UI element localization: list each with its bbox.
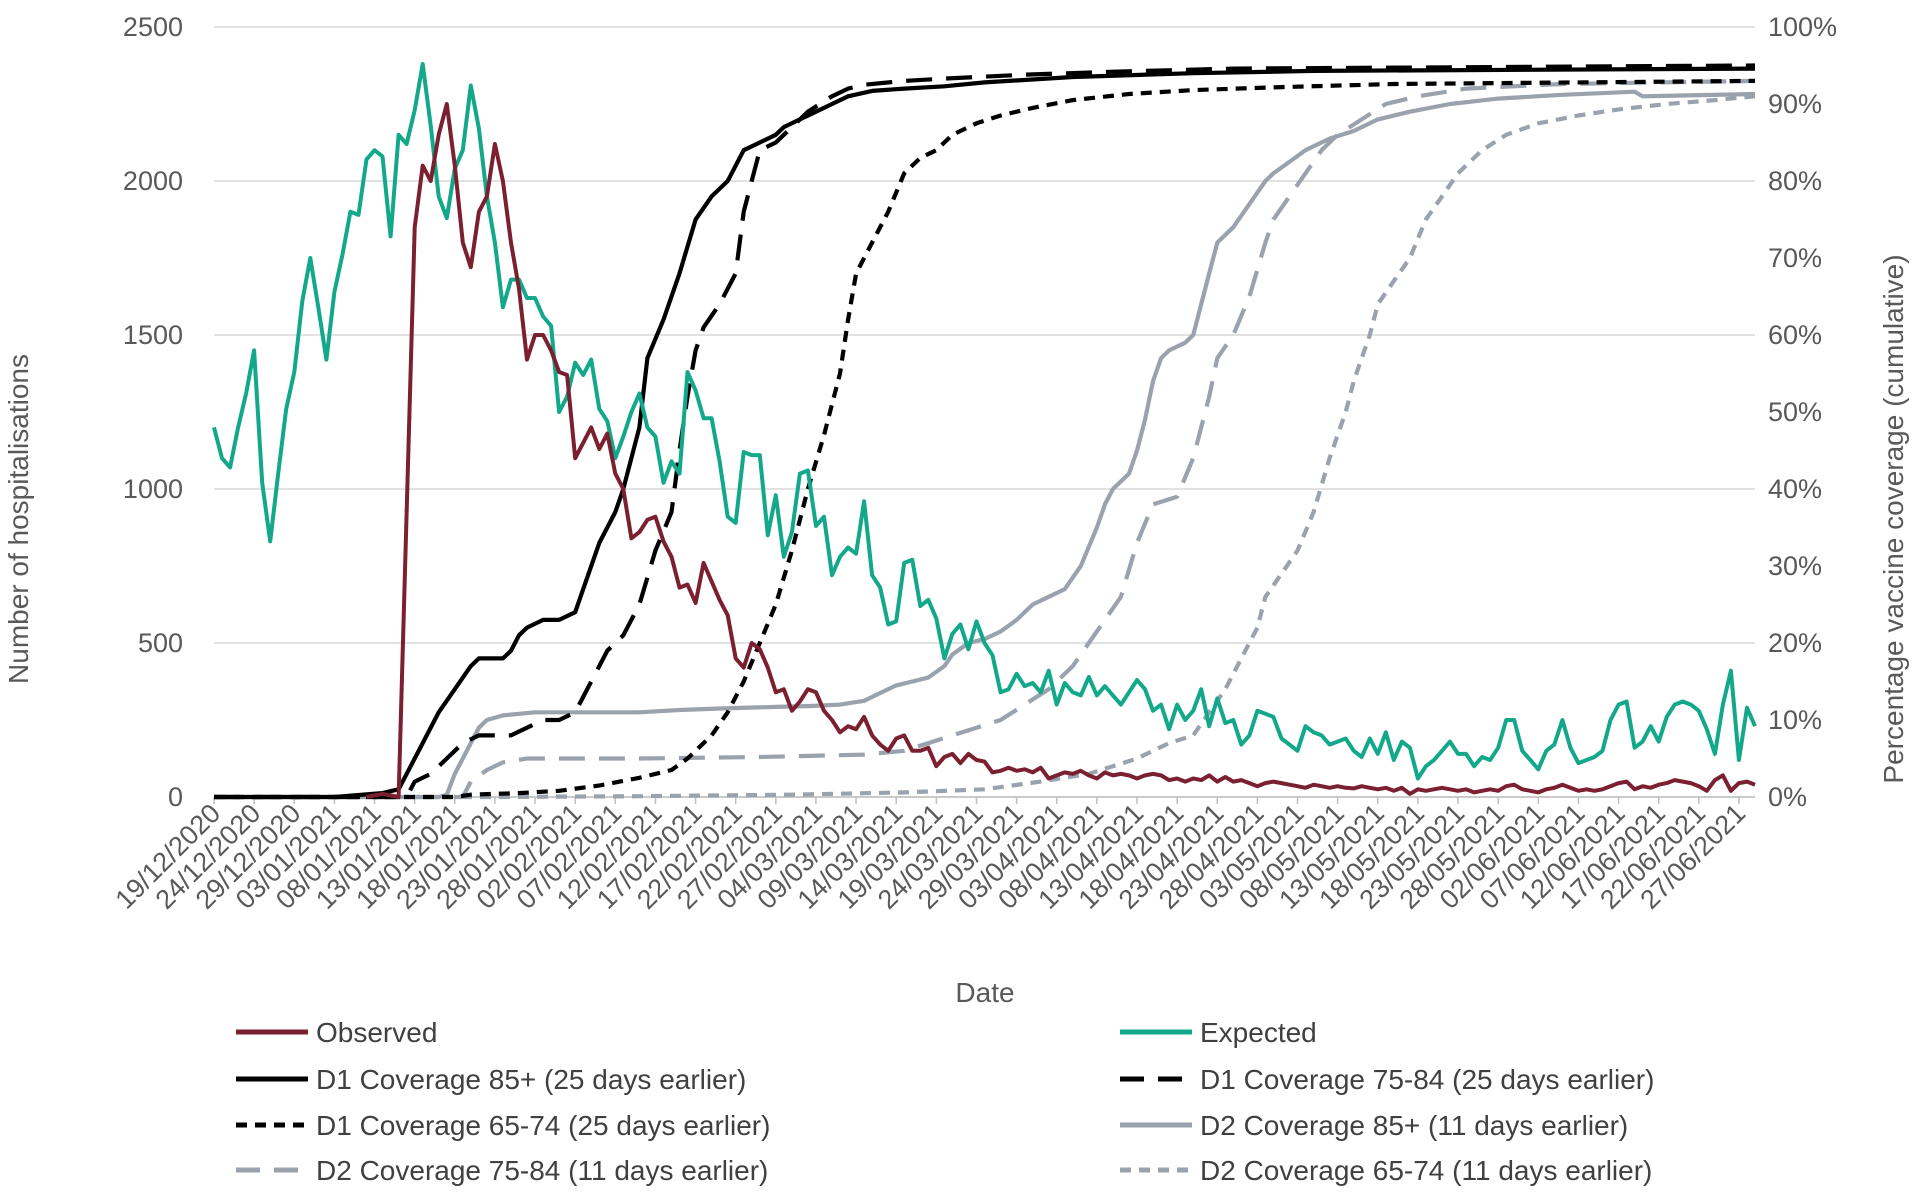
series-lines	[212, 62, 1757, 800]
y-axis-label: Number of hospitalisations	[3, 354, 34, 684]
y-tick-label: 0	[168, 782, 183, 812]
series-line-7	[214, 78, 1756, 800]
y-tick-label: 1000	[123, 474, 183, 504]
y-tick-label: 2000	[123, 166, 183, 196]
y-axis-left: 0 500 1000 1500 2000 2500	[123, 12, 183, 812]
series-line-4	[214, 63, 1756, 800]
y2-tick-label: 60%	[1768, 320, 1822, 350]
legend-label: D2 Coverage 65-74 (11 days earlier)	[1200, 1155, 1652, 1186]
x-axis-label: Date	[955, 977, 1014, 1008]
y2-tick-label: 70%	[1768, 243, 1822, 273]
y2-tick-label: 40%	[1768, 474, 1822, 504]
y-tick-label: 1500	[123, 320, 183, 350]
y2-tick-label: 100%	[1768, 12, 1837, 42]
y-tick-label: 2500	[123, 12, 183, 42]
series-line-5	[214, 78, 1756, 800]
legend-label: D2 Coverage 75-84 (11 days earlier)	[316, 1155, 768, 1186]
legend-label: D2 Coverage 85+ (11 days earlier)	[1200, 1110, 1628, 1141]
series-line-8	[214, 94, 1756, 800]
series-line-3	[214, 66, 1756, 800]
y2-tick-label: 50%	[1768, 397, 1822, 427]
y-tick-label: 500	[138, 628, 183, 658]
legend-label: Observed	[316, 1017, 437, 1048]
y2-tick-label: 30%	[1768, 551, 1822, 581]
legend-label: D1 Coverage 75-84 (25 days earlier)	[1200, 1064, 1654, 1095]
series-line-2	[212, 62, 1757, 781]
series-line-6	[214, 89, 1756, 800]
y2-tick-label: 0%	[1768, 782, 1807, 812]
legend-label: Expected	[1200, 1017, 1317, 1048]
legend-label: D1 Coverage 85+ (25 days earlier)	[316, 1064, 746, 1095]
y2-tick-label: 90%	[1768, 89, 1822, 119]
y2-axis-label: Percentage vaccine coverage (cumulative)	[1878, 254, 1909, 783]
legend-label: D1 Coverage 65-74 (25 days earlier)	[316, 1110, 770, 1141]
gridlines	[214, 26, 1755, 798]
y2-tick-label: 80%	[1768, 166, 1822, 196]
legend: Observed Expected D1 Coverage 85+ (25 days…	[236, 1017, 1654, 1186]
y2-tick-label: 20%	[1768, 628, 1822, 658]
x-axis: 19/12/202024/12/202029/12/202003/01/2021…	[109, 796, 1755, 915]
y-axis-right: 0% 10% 20% 30% 40% 50% 60% 70% 80% 90% 100%	[1768, 12, 1837, 812]
series-line-1	[366, 102, 1756, 799]
y2-tick-label: 10%	[1768, 705, 1822, 735]
